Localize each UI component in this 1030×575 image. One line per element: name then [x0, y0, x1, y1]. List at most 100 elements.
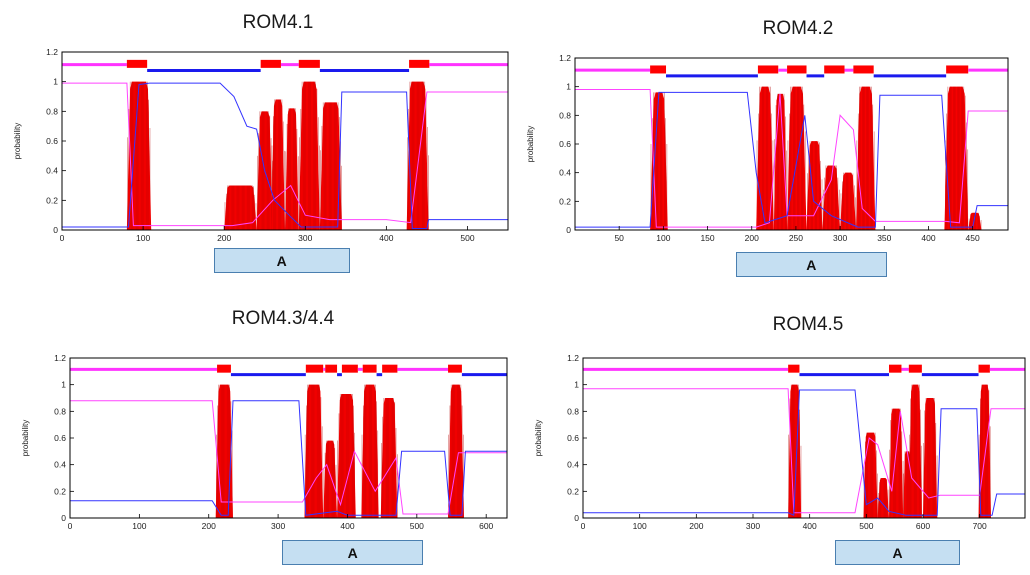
tm-peak — [806, 141, 823, 230]
x-tick-label: 200 — [217, 233, 231, 243]
y-tick-label: 1 — [61, 380, 66, 390]
region-a-box: A — [736, 252, 887, 277]
y-tick-label: 0 — [566, 225, 571, 235]
tm-peak — [650, 92, 668, 231]
y-axis-title: probability — [21, 420, 30, 456]
tm-peak — [304, 384, 324, 518]
inside-probability-line — [583, 389, 1025, 517]
y-axis-title: probability — [526, 126, 535, 162]
tm-peak — [923, 398, 938, 518]
outside-probability-line — [583, 388, 1025, 514]
y-tick-label: 1 — [574, 380, 579, 390]
y-tick-label: 0.4 — [567, 460, 579, 470]
y-tick-label: 0.2 — [46, 195, 58, 205]
tm-peak — [448, 384, 464, 518]
y-tick-label: 1.2 — [559, 53, 571, 63]
topology-tm-segment — [305, 364, 324, 373]
topology-tm-segment — [908, 364, 922, 373]
x-tick-label: 100 — [136, 233, 150, 243]
tm-peak-fill — [889, 408, 904, 518]
y-tick-label: 0 — [574, 513, 579, 523]
plot-frame — [69, 357, 508, 519]
tm-peak-fill — [863, 432, 878, 518]
x-tick-label: 0 — [60, 233, 65, 243]
y-tick-label: 0.6 — [54, 433, 66, 443]
chart-title: ROM4.3/4.4 — [231, 308, 335, 329]
y-tick-label: 0.2 — [559, 196, 571, 206]
y-tick-label: 0.6 — [567, 433, 579, 443]
tm-peak — [773, 93, 788, 230]
tm-peak — [323, 440, 338, 518]
topology-tm-segment — [448, 364, 462, 373]
tm-peak — [319, 102, 342, 230]
x-tick-label: 100 — [633, 521, 647, 531]
y-tick-label: 0.2 — [54, 486, 66, 496]
x-tick-label: 300 — [833, 233, 847, 243]
x-tick-label: 500 — [460, 233, 474, 243]
tm-peak — [822, 165, 841, 230]
tm-peak — [840, 172, 857, 230]
topology-tm-segment — [409, 59, 430, 68]
tm-peak — [224, 185, 257, 230]
outside-probability-line — [62, 82, 508, 227]
y-tick-label: 0.6 — [46, 136, 58, 146]
topology-tm-segment — [217, 364, 231, 373]
tm-peak — [863, 432, 878, 518]
topology-tm-segment — [889, 364, 902, 373]
tm-peak — [877, 478, 889, 518]
tm-peak — [298, 81, 320, 231]
y-tick-label: 0.8 — [46, 106, 58, 116]
x-tick-label: 400 — [921, 233, 935, 243]
x-tick-label: 300 — [298, 233, 312, 243]
topology-tm-segment — [757, 65, 779, 74]
chart-panel-rom4-2: ROM4.2 0 0.2 0.4 0.6 0.8 1 1.2 50 100 150 200 250 30… — [515, 0, 1030, 285]
chart-title: ROM4.1 — [242, 12, 314, 33]
topology-tm-segment — [853, 65, 874, 74]
topology-tm-segment — [298, 59, 320, 68]
x-tick-label: 50 — [614, 233, 624, 243]
plot-frame — [582, 357, 1026, 519]
chart-panel-rom4-3-4-4: ROM4.3/4.4 0 0.2 0.4 0.6 0.8 1 1.2 0 100 200 300 40… — [0, 290, 515, 575]
x-tick-label: 600 — [479, 521, 493, 531]
y-tick-label: 0 — [61, 513, 66, 523]
topology-tm-segment — [946, 65, 969, 74]
tm-peak — [889, 408, 904, 518]
y-axis-title: probability — [13, 123, 22, 159]
y-tick-label: 1 — [566, 82, 571, 92]
chart-plot: 0 0.2 0.4 0.6 0.8 1 1.2 50 100 150 200 250 300 350 400… — [526, 53, 1009, 243]
tm-peak — [271, 99, 285, 230]
y-tick-label: 0.4 — [54, 460, 66, 470]
inside-probability-line — [62, 82, 508, 229]
inside-probability-line — [70, 400, 507, 516]
tm-peak-fill — [361, 384, 379, 518]
outside-probability-line — [70, 400, 507, 515]
region-a-box: A — [213, 248, 350, 273]
topology-tm-segment — [325, 364, 338, 373]
region-a-box: A — [282, 540, 423, 565]
topology-tm-segment — [260, 59, 281, 68]
tm-peak-fill — [224, 185, 257, 230]
x-tick-label: 400 — [803, 521, 817, 531]
inside-probability-line — [575, 91, 1008, 228]
x-tick-label: 400 — [379, 233, 393, 243]
chart-panel-rom4-5: ROM4.5 0 0.2 0.4 0.6 0.8 1 1.2 0 100 200 300 400 500… — [515, 290, 1030, 575]
y-tick-label: 0 — [53, 225, 58, 235]
y-tick-label: 0.8 — [54, 406, 66, 416]
tm-peak — [856, 86, 876, 231]
topology-tm-segment — [650, 65, 667, 74]
chart-panel-rom4-1: ROM4.1 0 0.2 0.4 0.6 0.8 1 1.2 0 100 200 300 400 500… — [0, 0, 515, 285]
x-tick-label: 200 — [202, 521, 216, 531]
x-tick-label: 500 — [859, 521, 873, 531]
tm-peak — [978, 384, 991, 518]
chart-title: ROM4.2 — [762, 18, 834, 39]
topology-tm-segment — [126, 59, 148, 68]
y-tick-label: 0.8 — [567, 406, 579, 416]
topology-tm-segment — [341, 364, 358, 373]
x-tick-label: 500 — [410, 521, 424, 531]
tm-peak — [756, 86, 774, 231]
topology-tm-segment — [382, 364, 398, 373]
tm-peak — [944, 86, 969, 231]
y-tick-label: 0.6 — [559, 139, 571, 149]
x-tick-label: 200 — [745, 233, 759, 243]
region-a-box: A — [835, 540, 960, 565]
